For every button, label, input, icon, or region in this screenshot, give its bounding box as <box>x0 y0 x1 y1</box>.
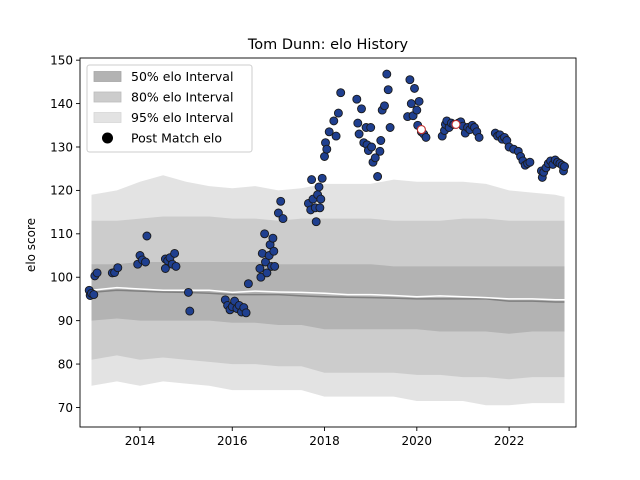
y-tick-label: 150 <box>50 53 73 67</box>
y-tick-label: 120 <box>50 184 73 198</box>
x-tick-label: 2016 <box>217 434 248 448</box>
post-match-elo-point <box>142 231 152 241</box>
legend-label: 50% elo Interval <box>131 69 233 84</box>
post-match-elo-point <box>385 123 395 132</box>
axes: 2014 2016 2018 2020 2022 70 80 90 100 110 120 130 14… <box>50 53 577 448</box>
legend-label: Post Match elo <box>131 131 222 146</box>
post-match-elo-point <box>410 83 419 93</box>
y-tick-label: 140 <box>50 97 73 111</box>
post-match-elo-point <box>243 279 253 289</box>
post-match-elo-point <box>354 129 364 139</box>
post-match-elo-point <box>262 268 272 278</box>
post-match-elo-point <box>113 263 123 273</box>
post-match-elo-point <box>331 131 341 141</box>
post-match-elo-point <box>89 290 99 300</box>
post-match-elo-point <box>352 94 362 104</box>
post-match-elo-point <box>269 246 279 256</box>
plot-frame <box>79 57 577 428</box>
post-match-elo-point <box>170 248 180 258</box>
post-match-elo-point <box>474 132 484 142</box>
highlighted-elo-point <box>451 119 461 129</box>
post-match-elo-point <box>316 194 326 204</box>
x-tick-label: 2022 <box>494 434 525 448</box>
post-match-elo-point <box>406 99 416 109</box>
post-match-elo-point <box>185 306 195 316</box>
y-tick-label: 110 <box>50 227 73 241</box>
plot-area <box>84 69 569 406</box>
post-match-elo-point <box>320 152 329 161</box>
post-match-elo-point <box>92 268 102 278</box>
mean-line <box>91 286 565 301</box>
post-match-elo-point <box>255 264 265 273</box>
post-match-elo-point <box>241 308 251 318</box>
x-tick-label: 2014 <box>125 434 156 448</box>
post-match-elo-point <box>414 96 424 106</box>
post-match-elo-point <box>268 233 278 243</box>
post-match-elo-point <box>357 104 366 114</box>
x-tick-label: 2020 <box>402 434 433 448</box>
post-match-elo-point <box>311 217 321 227</box>
post-match-elo-point <box>353 118 363 128</box>
y-tick-label: 90 <box>58 314 73 328</box>
post-match-elo-point <box>333 108 343 118</box>
post-match-elo-point <box>171 261 181 271</box>
chart-title: Tom Dunn: elo History <box>247 37 409 53</box>
post-match-elo-point <box>322 144 332 154</box>
post-match-elo-point <box>183 287 193 297</box>
post-match-elo-point <box>329 116 339 126</box>
median-line <box>91 289 565 303</box>
x-tick-label: 2018 <box>309 434 340 448</box>
post-match-elo-point <box>421 132 431 142</box>
post-match-elo-point <box>276 196 286 206</box>
legend-swatch <box>93 91 122 103</box>
post-match-elo-point <box>367 142 377 152</box>
y-tick-label: 130 <box>50 140 73 154</box>
post-match-elo-point <box>336 88 346 98</box>
post-match-elo-point <box>315 203 325 213</box>
post-match-elo-point <box>314 182 324 192</box>
post-match-elo-point <box>317 173 327 183</box>
post-match-elo-point <box>405 75 415 85</box>
post-match-elo-point <box>376 136 386 145</box>
band-50-interval <box>91 262 565 334</box>
post-match-elo-point <box>370 153 380 163</box>
highlighted-elo-point <box>416 125 426 135</box>
post-match-elo-point <box>525 157 535 167</box>
post-match-elo-point <box>307 175 317 185</box>
post-match-elo-point <box>261 257 270 267</box>
legend: 50% elo Interval 80% elo Interval 95% elo … <box>86 64 253 153</box>
post-match-elo-point <box>141 257 150 267</box>
post-match-elo-point <box>560 162 569 171</box>
legend-swatch <box>93 71 122 82</box>
legend-box <box>86 64 253 153</box>
post-match-elo-point <box>270 261 280 271</box>
legend-label: 80% elo Interval <box>131 90 233 105</box>
post-match-elo-point <box>260 229 270 239</box>
post-match-elo-point <box>375 146 385 156</box>
plot-content <box>84 69 569 406</box>
y-tick-label: 100 <box>50 271 73 285</box>
legend-swatch <box>93 112 122 123</box>
post-match-elo-point <box>412 105 422 115</box>
post-match-elo-point <box>324 127 334 137</box>
post-match-elo-point <box>278 214 288 224</box>
legend-label: 95% elo Interval <box>131 110 233 125</box>
y-tick-label: 80 <box>58 357 73 371</box>
y-axis-label: elo score <box>24 218 38 272</box>
post-match-elo-point <box>256 272 266 282</box>
post-match-elo-point <box>373 172 383 181</box>
post-match-elo-point <box>383 85 393 95</box>
y-tick-label: 70 <box>58 401 73 415</box>
post-match-elo-point <box>382 69 392 79</box>
post-match-elo-point <box>380 101 389 111</box>
legend-marker <box>102 132 113 144</box>
post-match-elo-point <box>366 123 376 132</box>
